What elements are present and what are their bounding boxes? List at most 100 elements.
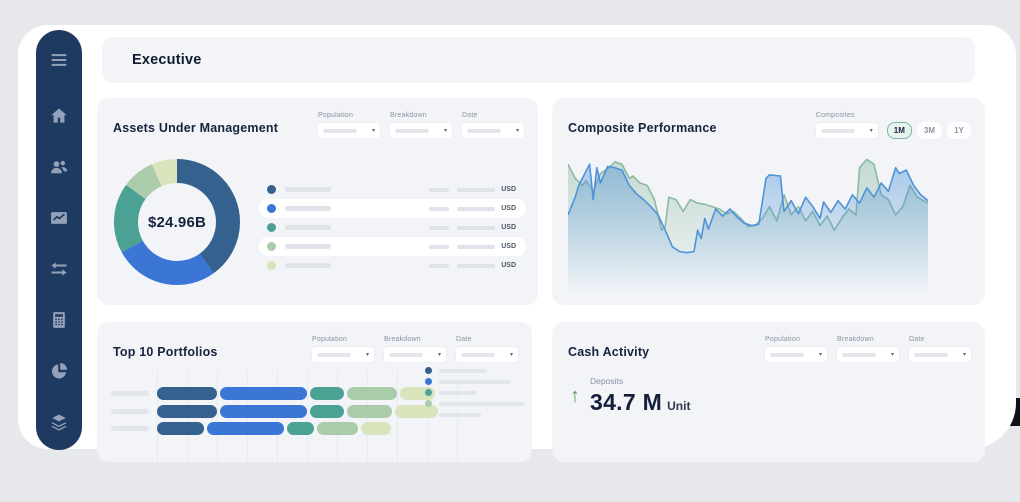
card-title: Composite Performance <box>568 121 717 135</box>
deposits-kpi: ↑ Deposits 34.7 M Unit <box>570 376 985 416</box>
sidebar-item-home[interactable] <box>49 106 69 126</box>
portfolio-label-placeholder <box>111 426 149 431</box>
card-title: Cash Activity <box>568 345 650 359</box>
donut-segment <box>114 159 240 285</box>
breakdown-filter: Breakdown ▾ <box>384 336 446 362</box>
composite-blue-area <box>568 164 928 294</box>
chevron-down-icon: ▾ <box>443 127 447 134</box>
breakdown-select[interactable]: ▾ <box>837 347 899 362</box>
arrow-up-icon: ↑ <box>570 385 580 407</box>
deposits-value: 34.7 M <box>590 389 663 415</box>
bar-segment <box>207 422 284 435</box>
donut-svg <box>113 159 240 285</box>
select-placeholder <box>842 352 876 357</box>
date-select[interactable]: ▾ <box>462 123 524 138</box>
label-placeholder <box>285 206 331 211</box>
value-placeholder <box>457 187 496 192</box>
portfolios-legend-row <box>425 398 524 409</box>
sidebar-item-layers[interactable] <box>49 412 69 432</box>
legend-dot <box>425 389 432 396</box>
layers-icon <box>51 414 67 431</box>
select-placeholder <box>461 352 495 357</box>
chevron-down-icon: ▾ <box>818 351 822 358</box>
currency-label: USD <box>501 243 516 250</box>
sidebar-item-transfers[interactable] <box>49 259 69 279</box>
bar-segment <box>317 422 358 435</box>
composites-filter: Composites ▾ <box>815 112 878 138</box>
currency-label: USD <box>501 224 516 231</box>
assets-under-management-card: Assets Under Management Population ▾ Bre… <box>97 98 538 305</box>
bar-segment <box>347 387 397 400</box>
breakdown-select[interactable]: ▾ <box>390 123 452 138</box>
population-select[interactable]: ▾ <box>318 123 380 138</box>
date-filter: Date ▾ <box>456 336 518 362</box>
performance-icon <box>51 212 67 224</box>
label-placeholder <box>285 187 331 192</box>
range-1m-button[interactable]: 1M <box>886 122 912 139</box>
sidebar-item-users[interactable] <box>49 157 69 177</box>
composites-select[interactable]: ▾ <box>815 123 878 138</box>
sidebar-item-performance[interactable] <box>49 208 69 228</box>
composite-blue-line <box>568 163 928 254</box>
bar-segment <box>361 422 391 435</box>
chevron-down-icon: ▾ <box>890 351 894 358</box>
sidebar-item-calculator[interactable] <box>49 310 69 330</box>
chevron-down-icon: ▾ <box>365 351 369 358</box>
filter-bar: Population ▾ Breakdown ▾ Date ▾ <box>765 336 971 362</box>
filter-label: Breakdown <box>390 112 427 119</box>
currency-label: USD <box>501 262 516 269</box>
portfolio-label-placeholder <box>111 391 149 396</box>
composite-controls: Composites ▾ 1M 3M 1Y <box>815 112 971 139</box>
portfolios-legend-row <box>425 365 524 376</box>
population-filter: Population ▾ <box>318 112 380 138</box>
range-1y-button[interactable]: 1Y <box>947 122 971 139</box>
filter-label: Breakdown <box>384 336 421 343</box>
deposits-unit: Unit <box>667 399 691 413</box>
breakdown-select[interactable]: ▾ <box>384 347 446 362</box>
bar-segment <box>157 422 204 435</box>
portfolios-legend <box>425 365 524 420</box>
chevron-down-icon: ▾ <box>509 351 513 358</box>
legend-label-placeholder <box>439 412 481 417</box>
portfolio-bar-row <box>111 387 438 400</box>
legend-label-placeholder <box>439 379 511 384</box>
filter-bar: Population ▾ Breakdown ▾ Date ▾ <box>312 336 518 362</box>
population-select[interactable]: ▾ <box>765 347 827 362</box>
legend-label-placeholder <box>439 368 487 373</box>
portfolios-legend-row <box>425 387 524 398</box>
range-3m-button[interactable]: 3M <box>916 122 942 139</box>
filter-label: Breakdown <box>837 336 874 343</box>
filter-label: Date <box>456 336 472 343</box>
value-placeholder <box>457 206 496 211</box>
aum-donut-chart: $24.96B <box>111 156 243 288</box>
sidebar-item-pie-chart[interactable] <box>49 361 69 381</box>
population-filter: Population ▾ <box>765 336 827 362</box>
date-select[interactable]: ▾ <box>456 347 518 362</box>
card-title: Assets Under Management <box>113 121 279 135</box>
value-placeholder <box>457 263 496 268</box>
select-placeholder <box>820 128 855 133</box>
menu-icon <box>51 54 67 66</box>
select-placeholder <box>914 352 948 357</box>
composite-performance-chart <box>568 158 928 294</box>
value-placeholder <box>429 244 450 249</box>
population-select[interactable]: ▾ <box>312 347 374 362</box>
portfolio-bar-row <box>111 422 394 435</box>
chevron-down-icon: ▾ <box>437 351 441 358</box>
composite-green-line <box>568 158 928 231</box>
bar-segment <box>220 387 307 400</box>
deposits-label: Deposits <box>590 376 624 386</box>
legend-dot <box>425 367 432 374</box>
legend-dot <box>425 400 432 407</box>
date-select[interactable]: ▾ <box>909 347 971 362</box>
currency-label: USD <box>501 205 516 212</box>
chevron-down-icon: ▾ <box>515 127 519 134</box>
aum-legend-row: USD <box>259 218 526 237</box>
bar-segment <box>310 404 344 418</box>
filter-label: Population <box>312 336 348 343</box>
select-placeholder <box>770 352 804 357</box>
sidebar <box>36 30 82 450</box>
sidebar-item-menu[interactable] <box>49 50 69 70</box>
label-placeholder <box>285 263 331 268</box>
legend-dot <box>267 185 276 194</box>
